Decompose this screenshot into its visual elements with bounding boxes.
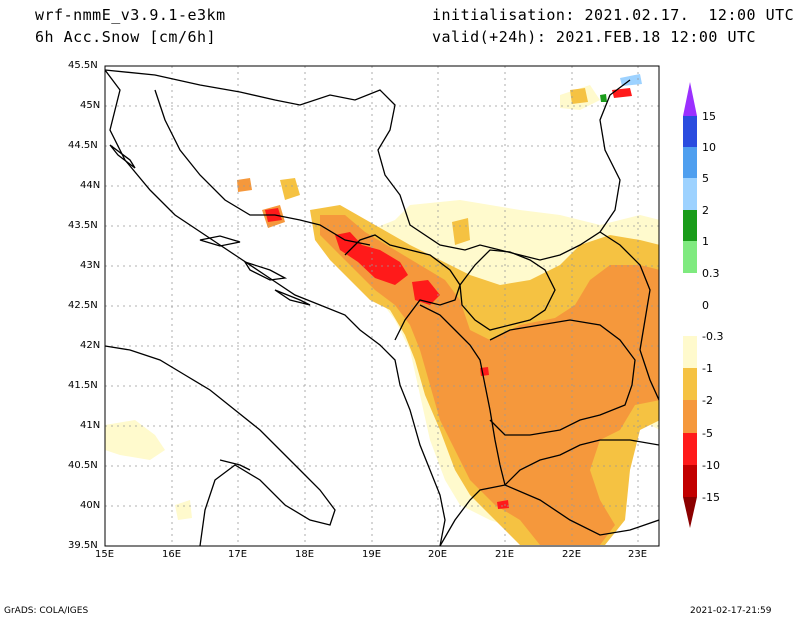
legend-label-15: 15 [702, 110, 716, 123]
y-tick-44-5n: 44.5N [68, 140, 98, 151]
field-title: 6h Acc.Snow [cm/6h] [35, 28, 217, 46]
legend-label-1: 1 [702, 235, 709, 248]
snow-area-orange [320, 215, 659, 545]
coastline-italy [105, 345, 336, 546]
snow-area-red-ne [612, 88, 632, 98]
coastline-italy-heel [219, 459, 251, 471]
y-tick-42n: 42N [80, 340, 101, 351]
snow-field [105, 74, 659, 545]
snow-area-green-ne [600, 94, 607, 102]
x-tick-21e: 21E [495, 549, 515, 560]
legend-label-neg-2: -2 [702, 394, 713, 407]
snow-area-light-south [175, 500, 192, 520]
y-tick-40-5n: 40.5N [68, 460, 98, 471]
x-tick-19e: 19E [362, 549, 382, 560]
colorbar-top-arrow [683, 82, 697, 116]
snow-area-orange-w2 [237, 178, 252, 192]
y-tick-43-5n: 43.5N [68, 220, 98, 231]
colorbar-bottom-arrow [683, 497, 697, 528]
colorbar-swatch-light-green [683, 241, 697, 273]
border-macedonia [489, 319, 636, 436]
footer-credit: GrADS: COLA/IGES [4, 606, 89, 616]
y-tick-41-5n: 41.5N [68, 380, 98, 391]
map-frame [104, 65, 660, 547]
colorbar-swatch-light-blue [683, 178, 697, 210]
legend-label-neg-15: -15 [702, 491, 720, 504]
snow-area-blue-ne [620, 74, 642, 86]
y-tick-41n: 41N [80, 420, 101, 431]
grid-lines [105, 66, 659, 546]
snow-area-red-2 [412, 280, 440, 305]
legend-label-neg-10: -10 [702, 459, 720, 472]
snow-area-yellow-n [280, 178, 300, 200]
snow-area-red [335, 232, 408, 285]
legend-label-0-3: 0.3 [702, 267, 720, 280]
colorbar-swatch-orange [683, 400, 697, 433]
snow-area-red-s [497, 500, 509, 509]
border-kosovo [459, 249, 556, 331]
x-tick-16e: 16E [162, 549, 182, 560]
valid-time: valid(+24h): 2021.FEB.18 12:00 UTC [432, 28, 757, 46]
border-montenegro [344, 234, 461, 341]
model-title: wrf-nmmE_v3.9.1-e3km [35, 6, 226, 24]
island-3 [274, 289, 311, 306]
coastlines [105, 69, 659, 546]
legend-label-neg-1: -1 [702, 362, 713, 375]
x-tick-23e: 23E [628, 549, 648, 560]
y-tick-40n: 40N [80, 500, 101, 511]
coastline-greece [439, 484, 659, 546]
x-tick-20e: 20E [428, 549, 448, 560]
colorbar-swatch-blue [683, 116, 697, 147]
island-2 [243, 260, 288, 281]
colorbar-swatch-yellow [683, 368, 697, 400]
colorbar-swatch-cream [683, 336, 697, 368]
legend-label-5: 5 [702, 172, 709, 185]
snow-area-yellow-n2 [452, 218, 470, 245]
snow-area-yellow-ne [570, 88, 588, 104]
y-tick-45-5n: 45.5N [68, 60, 98, 71]
colorbar-swatch-white [683, 273, 697, 336]
legend-label-0: 0 [702, 299, 709, 312]
color-bar [683, 82, 697, 528]
island-1 [199, 235, 241, 247]
island-4 [109, 144, 136, 169]
x-tick-18e: 18E [295, 549, 315, 560]
border-north [105, 69, 631, 261]
border-inner [154, 89, 371, 246]
colorbar-swatch-dark-red [683, 465, 697, 497]
y-tick-43n: 43N [80, 260, 101, 271]
y-tick-44n: 44N [80, 180, 101, 191]
colorbar-swatch-mid-blue [683, 147, 697, 178]
border-bulgaria [599, 231, 659, 401]
init-time: initialisation: 2021.02.17. 12:00 UTC [432, 6, 795, 24]
x-tick-15e: 15E [95, 549, 115, 560]
colorbar-swatch-red [683, 433, 697, 465]
border-greece [504, 439, 659, 486]
y-tick-45n: 45N [80, 100, 101, 111]
y-tick-42-5n: 42.5N [68, 300, 98, 311]
legend-label-2: 2 [702, 204, 709, 217]
snow-area-light-west [105, 420, 165, 460]
footer-timestamp: 2021-02-17-21:59 [690, 606, 772, 616]
border-albania-east [419, 304, 506, 486]
legend-label-10: 10 [702, 141, 716, 154]
x-tick-17e: 17E [228, 549, 248, 560]
y-tick-39-5n: 39.5N [68, 540, 98, 551]
legend-label-neg-0-3: -0.3 [702, 330, 724, 343]
x-tick-22e: 22E [562, 549, 582, 560]
legend-label-neg-5: -5 [702, 427, 713, 440]
coastline-adriatic-east [105, 69, 446, 546]
colorbar-swatch-green [683, 210, 697, 241]
